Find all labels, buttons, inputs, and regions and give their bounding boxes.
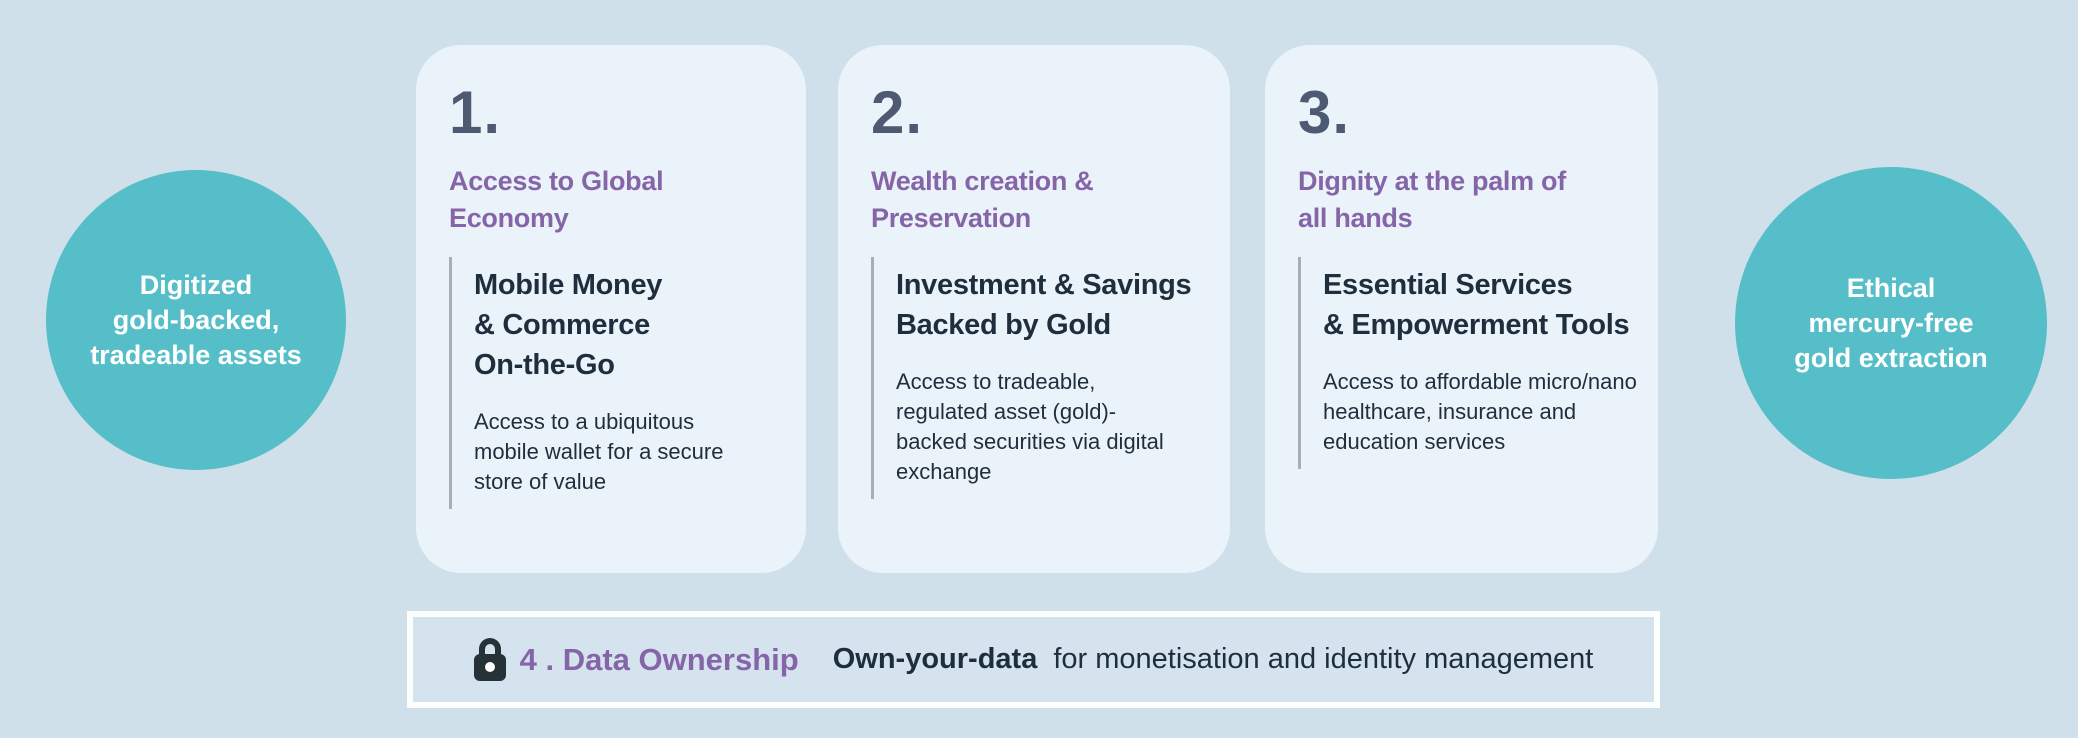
right-circle-ethical-extraction: Ethical mercury-free gold extraction: [1735, 167, 2047, 479]
card-heading: Mobile Money & Commerce On-the-Go: [474, 269, 663, 381]
lock-icon: [473, 638, 506, 681]
card-title: Dignity at the palm of all hands: [1298, 166, 1566, 233]
card-paragraph: Access to affordable micro/nano healthca…: [1323, 369, 1637, 454]
card-access-global-economy: 1. Access to Global Economy Mobile Money…: [416, 45, 806, 573]
card-title: Access to Global Economy: [449, 166, 664, 233]
lock-keyhole: [484, 662, 495, 672]
left-circle-digitized-assets: Digitized gold-backed, tradeable assets: [46, 170, 346, 470]
card-body: Essential Services & Empowerment Tools A…: [1298, 257, 1648, 469]
lock-shackle: [478, 638, 501, 658]
card-number: 2.: [871, 79, 924, 146]
card-wealth-creation-preservation: 2. Wealth creation & Preservation Invest…: [838, 45, 1230, 573]
card-body: Mobile Money & Commerce On-the-Go Access…: [449, 257, 796, 509]
card-paragraph: Access to a ubiquitous mobile wallet for…: [474, 409, 724, 494]
card-number: 1.: [449, 79, 502, 146]
card-number: 3.: [1298, 79, 1351, 146]
banner-bold-text: Own-your-data: [832, 643, 1038, 675]
card-dignity-all-hands: 3. Dignity at the palm of all hands Esse…: [1265, 45, 1658, 573]
card-body: Investment & Savings Backed by Gold Acce…: [871, 257, 1220, 499]
card-paragraph: Access to tradeable, regulated asset (go…: [896, 369, 1164, 484]
card-heading: Investment & Savings Backed by Gold: [896, 269, 1192, 341]
banner-rest-text: for monetisation and identity management: [1053, 643, 1594, 675]
card-heading: Essential Services & Empowerment Tools: [1323, 269, 1630, 341]
data-ownership-banner: 4 . Data Ownership Own-your-data for mon…: [407, 611, 1660, 708]
banner-title: 4 . Data Ownership: [519, 641, 799, 677]
lock-body: [473, 654, 506, 681]
card-title: Wealth creation & Preservation: [871, 166, 1094, 233]
